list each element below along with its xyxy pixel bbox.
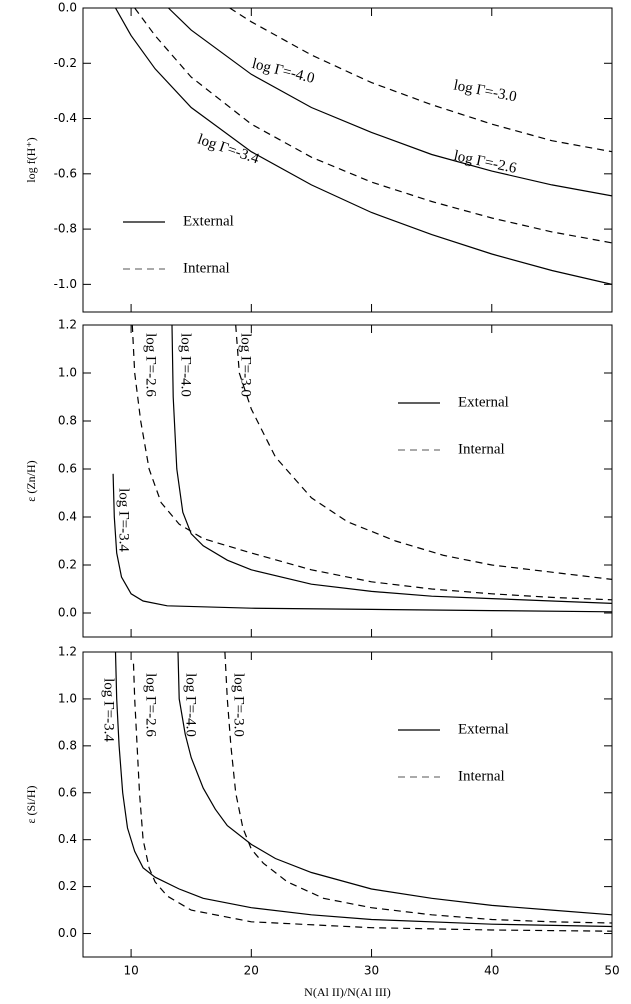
y-tick-label: 1.0 (58, 366, 77, 380)
y-axis-label: ε (Zn/H) (24, 460, 38, 501)
y-tick-label: 0.0 (58, 926, 77, 940)
legend-label: External (458, 721, 509, 737)
legend-label: Internal (183, 260, 230, 276)
x-tick-label: 50 (604, 964, 619, 978)
y-tick-label: 0.0 (58, 1, 77, 15)
curve-label: log Γ=-2.6 (143, 333, 159, 397)
y-tick-label: -0.6 (54, 166, 77, 180)
curve-label: log Γ=-3.0 (238, 333, 254, 397)
curve (134, 8, 612, 244)
y-tick-label: -1.0 (54, 277, 77, 291)
y-tick-label: 0.4 (58, 510, 77, 524)
curve-label: log Γ=-3.4 (101, 678, 117, 742)
y-axis-label: log f(H⁺) (24, 137, 38, 182)
curve (235, 325, 612, 580)
curve-label: log Γ=-4.0 (183, 673, 199, 737)
curve (177, 652, 612, 916)
x-tick-label: 20 (244, 964, 259, 978)
y-tick-label: 0.0 (58, 606, 77, 620)
y-tick-label: 0.8 (58, 738, 77, 752)
curve (167, 8, 612, 197)
x-tick-label: 10 (123, 964, 138, 978)
curve (112, 473, 612, 613)
curve (229, 8, 612, 153)
plot-frame (82, 324, 613, 638)
y-tick-label: 0.2 (58, 879, 77, 893)
curve (114, 8, 612, 285)
y-tick-label: 0.4 (58, 832, 77, 846)
y-tick-label: 0.6 (58, 462, 77, 476)
curve (132, 663, 612, 932)
curve (171, 325, 612, 604)
curve (131, 325, 612, 601)
y-tick-label: 1.0 (58, 691, 77, 705)
legend-label: Internal (458, 768, 505, 784)
y-tick-label: -0.4 (54, 111, 77, 125)
x-axis-label: N(Al II)/N(Al III) (304, 985, 391, 999)
plot-frame (82, 651, 613, 958)
legend-label: External (183, 213, 234, 229)
curve-label: log Γ=-4.0 (250, 56, 316, 87)
y-tick-label: -0.2 (54, 56, 77, 70)
y-tick-label: 0.8 (58, 414, 77, 428)
curve (114, 652, 612, 928)
y-axis-label: ε (Si/H) (24, 785, 38, 823)
curve-label: log Γ=-3.4 (195, 132, 261, 168)
y-tick-label: 0.6 (58, 785, 77, 799)
plot-frame (82, 7, 613, 313)
x-tick-label: 40 (484, 964, 499, 978)
legend-label: Internal (458, 441, 505, 457)
curve-label: log Γ=-3.0 (452, 78, 518, 106)
curve (224, 652, 612, 924)
curve-label: log Γ=-4.0 (178, 333, 194, 397)
curve-label: log Γ=-2.6 (452, 148, 518, 177)
y-tick-label: 1.2 (58, 318, 77, 332)
y-tick-label: 1.2 (58, 645, 77, 659)
y-tick-label: 0.2 (58, 558, 77, 572)
curve-label: log Γ=-3.4 (116, 488, 132, 552)
curve-label: log Γ=-3.0 (231, 673, 247, 737)
y-tick-label: -0.8 (54, 222, 77, 236)
x-tick-label: 30 (364, 964, 379, 978)
legend-label: External (458, 394, 509, 410)
curve-label: log Γ=-2.6 (143, 673, 159, 737)
